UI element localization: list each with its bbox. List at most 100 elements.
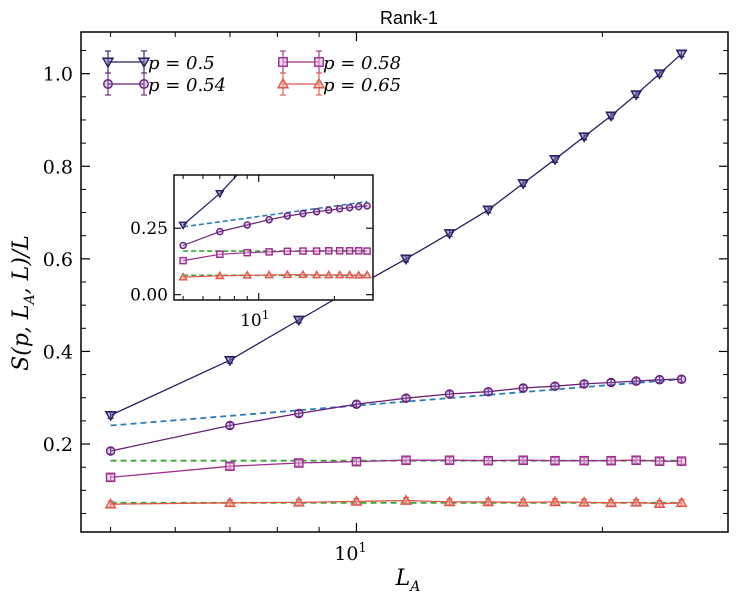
data-point — [518, 455, 528, 466]
data-point — [605, 496, 618, 508]
inset-data-point — [354, 247, 363, 255]
legend-marker — [103, 79, 113, 89]
inset-data-point — [345, 203, 354, 212]
legend-marker — [278, 57, 288, 67]
data-point — [105, 446, 116, 456]
legend-label: p = 0.65 — [323, 75, 401, 96]
x-tick-label: 101 — [334, 541, 366, 565]
data-point — [104, 498, 117, 509]
chart-title: Rank-1 — [380, 8, 438, 28]
data-point — [104, 411, 117, 422]
inset-data-point — [344, 269, 355, 279]
data-point — [676, 456, 687, 466]
data-point — [443, 229, 456, 240]
data-point — [294, 458, 304, 468]
data-point — [630, 496, 643, 507]
inset-data-point — [178, 221, 188, 231]
data-point — [401, 393, 411, 403]
data-point — [105, 472, 116, 483]
data-point — [350, 495, 363, 506]
data-point — [653, 497, 666, 509]
data-point — [400, 494, 413, 505]
data-point — [444, 389, 455, 399]
inset-data-point — [216, 227, 224, 236]
inset-fit-line — [182, 200, 368, 228]
series-line — [110, 53, 682, 416]
data-point — [550, 381, 560, 391]
inset-data-point — [334, 269, 345, 279]
data-point — [605, 111, 618, 123]
data-point — [444, 455, 455, 466]
inset-data-point — [178, 272, 188, 281]
legend-label: p = 0.54 — [148, 75, 226, 96]
legend-marker — [137, 57, 151, 69]
inset-data-point — [179, 256, 187, 265]
data-point — [631, 455, 641, 466]
inset-data-point — [244, 162, 251, 168]
data-point — [631, 376, 641, 386]
data-point — [548, 495, 561, 507]
legend-label: p = 0.5 — [148, 53, 215, 74]
legend-marker — [312, 77, 326, 89]
data-point — [579, 379, 589, 389]
inset-data-point — [215, 189, 225, 199]
x-axis-label: LA — [395, 566, 421, 595]
fit-line — [110, 378, 682, 427]
data-point — [675, 49, 688, 60]
y-tick-label: 0.4 — [43, 341, 73, 363]
inset-data-point — [311, 269, 322, 279]
data-point — [548, 155, 561, 166]
data-point — [483, 455, 494, 466]
data-point — [653, 69, 666, 80]
y-tick-label: 0.2 — [43, 434, 73, 456]
inset-data-point — [335, 247, 344, 255]
data-point — [579, 455, 589, 466]
inset-data-point — [243, 248, 251, 257]
legend-marker — [276, 77, 290, 89]
y-axis-label: S(p, LA, L)/L — [9, 235, 38, 371]
data-point — [482, 205, 495, 216]
data-point — [351, 456, 362, 467]
inset-data-point — [282, 269, 293, 279]
inset-series-line — [182, 175, 239, 226]
series-line — [110, 459, 682, 479]
series-line — [110, 499, 682, 505]
inset-data-point — [323, 269, 334, 279]
data-point — [517, 496, 530, 507]
data-point — [443, 495, 456, 507]
inset-data-point — [265, 215, 273, 224]
inset-data-point — [312, 207, 321, 216]
data-point — [482, 495, 495, 507]
inset-axes: 0.00 0.25 101 — [130, 174, 374, 331]
data-point — [225, 420, 235, 431]
inset-data-point — [353, 270, 364, 279]
legend-label: p = 0.58 — [323, 53, 401, 74]
inset-data-point — [363, 247, 371, 255]
data-point — [606, 377, 616, 388]
data-point — [223, 496, 236, 508]
data-point — [518, 383, 528, 393]
data-point — [517, 179, 530, 190]
inset-x-tick-label: 101 — [240, 308, 269, 331]
data-point — [223, 355, 236, 367]
data-point — [292, 496, 305, 507]
inset-data-point — [324, 206, 333, 214]
data-point — [606, 455, 616, 466]
inset-frame — [173, 174, 374, 301]
data-point — [578, 496, 591, 507]
inset-data-point — [345, 247, 354, 255]
inset-y-tick-label: 0.00 — [130, 286, 168, 306]
inset-data-point — [354, 202, 363, 211]
inset-data-point — [312, 247, 321, 255]
inset-data-point — [283, 212, 292, 220]
inset-data-point — [335, 205, 344, 213]
series-line — [110, 378, 682, 452]
y-tick-label: 0.6 — [43, 249, 73, 271]
inset-data-point — [265, 248, 273, 256]
data-point — [225, 461, 235, 472]
data-point — [675, 496, 688, 508]
data-point — [294, 408, 304, 419]
data-point — [550, 455, 560, 466]
y-tick-label: 0.8 — [43, 156, 73, 178]
inset-data-point — [215, 270, 225, 280]
